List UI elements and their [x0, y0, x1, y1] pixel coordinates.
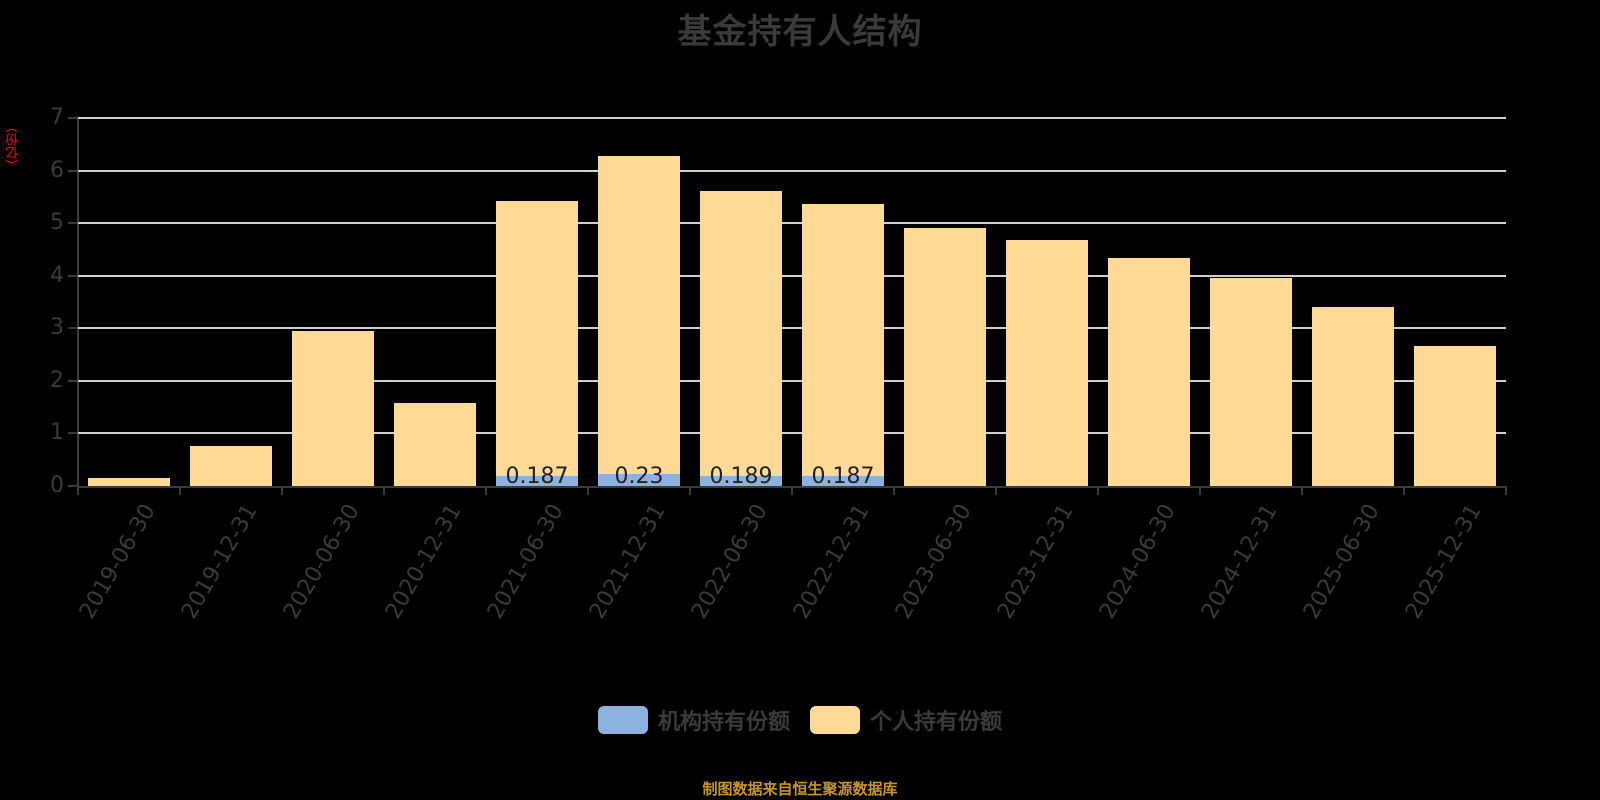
y-tick-label: 0 — [50, 473, 64, 498]
x-tick — [77, 486, 79, 495]
y-tick — [68, 485, 78, 487]
x-tick — [995, 486, 997, 495]
y-tick-label: 5 — [50, 210, 64, 236]
y-tick — [68, 117, 78, 119]
x-tick — [893, 486, 895, 495]
bar-2021-06-30[interactable] — [496, 201, 578, 486]
bar-segment-individual[interactable] — [1108, 257, 1190, 486]
bar-2019-06-30[interactable] — [88, 478, 170, 486]
x-tick — [281, 486, 283, 495]
bar-segment-individual[interactable] — [598, 156, 680, 474]
x-tick — [383, 486, 385, 495]
bar-segment-individual[interactable] — [802, 203, 884, 477]
bar-segment-individual[interactable] — [1312, 306, 1394, 486]
y-tick — [68, 327, 78, 330]
x-tick-label: 2021-06-30 — [483, 500, 569, 624]
x-tick-label: 2025-12-31 — [1401, 500, 1487, 624]
grid-line — [78, 274, 1506, 277]
bar-segment-individual[interactable] — [1414, 346, 1496, 486]
legend-label: 机构持有份额 — [657, 710, 790, 735]
legend-item-individual[interactable]: 个人持有份额 — [810, 704, 1002, 736]
x-tick-label: 2022-06-30 — [687, 500, 773, 624]
bar-2022-12-31[interactable] — [802, 203, 884, 486]
bar-2022-06-30[interactable] — [700, 191, 782, 486]
x-tick — [1097, 486, 1099, 495]
bar-2019-12-31[interactable] — [190, 446, 272, 486]
x-tick-label: 2023-12-31 — [993, 500, 1079, 624]
grid-line — [78, 327, 1506, 330]
y-tick — [68, 379, 78, 382]
x-tick — [1199, 486, 1201, 495]
bar-segment-institutional[interactable] — [700, 476, 782, 486]
y-tick — [68, 222, 78, 225]
grid-line — [78, 169, 1506, 172]
x-tick — [791, 486, 793, 495]
bar-2024-06-30[interactable] — [1108, 257, 1190, 486]
bar-segment-institutional[interactable] — [598, 473, 680, 486]
grid-line — [78, 432, 1506, 435]
x-tick — [1505, 486, 1507, 495]
legend-swatch-institutional — [597, 706, 648, 734]
x-tick-label: 2023-06-30 — [891, 500, 977, 624]
bar-segment-individual[interactable] — [88, 478, 170, 486]
bar-segment-individual[interactable] — [700, 191, 782, 477]
y-tick — [68, 274, 78, 277]
bar-2020-12-31[interactable] — [394, 402, 476, 486]
legend-label: 个人持有份额 — [870, 710, 1003, 735]
bar-segment-individual[interactable] — [496, 201, 578, 477]
bar-segment-individual[interactable] — [394, 402, 476, 486]
x-tick — [587, 486, 589, 495]
chart-title: 基金持有人结构 — [677, 12, 923, 52]
data-label: 0.187 — [811, 464, 875, 489]
bar-2024-12-31[interactable] — [1210, 277, 1292, 486]
data-label: 0.23 — [614, 464, 664, 489]
x-tick-label: 2024-12-31 — [1197, 500, 1283, 624]
x-tick — [485, 486, 487, 495]
y-tick-label: 2 — [50, 367, 64, 393]
data-source-note: 制图数据来自恒生聚源数据库 — [702, 780, 898, 798]
x-tick-label: 2019-06-30 — [75, 500, 161, 624]
bar-segment-institutional[interactable] — [496, 476, 578, 486]
y-tick-label: 3 — [50, 315, 64, 341]
x-tick-label: 2020-06-30 — [279, 500, 365, 624]
x-tick-label: 2021-12-31 — [585, 500, 671, 624]
bar-2021-12-31[interactable] — [598, 156, 680, 486]
x-tick — [179, 486, 181, 495]
y-tick-label: 6 — [50, 157, 64, 183]
bar-segment-institutional[interactable] — [802, 476, 884, 486]
bar-segment-individual[interactable] — [190, 446, 272, 486]
x-tick-label: 2025-06-30 — [1299, 500, 1385, 624]
x-tick-label: 2024-06-30 — [1095, 500, 1181, 624]
grid-line — [78, 222, 1506, 225]
y-tick-label: 1 — [50, 420, 64, 446]
bar-2020-06-30[interactable] — [292, 330, 374, 486]
bar-segment-individual[interactable] — [1006, 240, 1088, 486]
legend-swatch-individual — [810, 706, 860, 734]
bar-segment-individual[interactable] — [904, 227, 986, 486]
bar-2023-06-30[interactable] — [904, 227, 986, 486]
x-tick-label: 2020-12-31 — [381, 500, 467, 624]
bar-segment-individual[interactable] — [1210, 277, 1292, 486]
grid-line — [78, 379, 1506, 382]
x-tick — [689, 486, 691, 495]
x-tick — [1403, 486, 1405, 495]
data-label: 0.189 — [709, 464, 773, 489]
y-tick-label: 4 — [50, 262, 64, 288]
y-axis-line — [77, 118, 79, 488]
bar-segment-individual[interactable] — [292, 330, 374, 486]
x-tick-label: 2019-12-31 — [177, 500, 263, 624]
legend-item-institutional[interactable]: 机构持有份额 — [597, 704, 790, 736]
y-tick — [68, 432, 78, 435]
legend: 机构持有份额 个人持有份额 — [0, 704, 1600, 736]
data-label: 0.187 — [505, 464, 569, 489]
bar-2023-12-31[interactable] — [1006, 240, 1088, 486]
y-tick-label: 7 — [50, 105, 64, 130]
grid-line — [78, 117, 1506, 119]
x-tick — [1301, 486, 1303, 495]
bar-2025-06-30[interactable] — [1312, 306, 1394, 486]
bar-2025-12-31[interactable] — [1414, 346, 1496, 486]
y-axis-unit: （亿份） — [6, 120, 21, 172]
y-tick — [68, 169, 78, 172]
x-tick-label: 2022-12-31 — [789, 500, 875, 624]
